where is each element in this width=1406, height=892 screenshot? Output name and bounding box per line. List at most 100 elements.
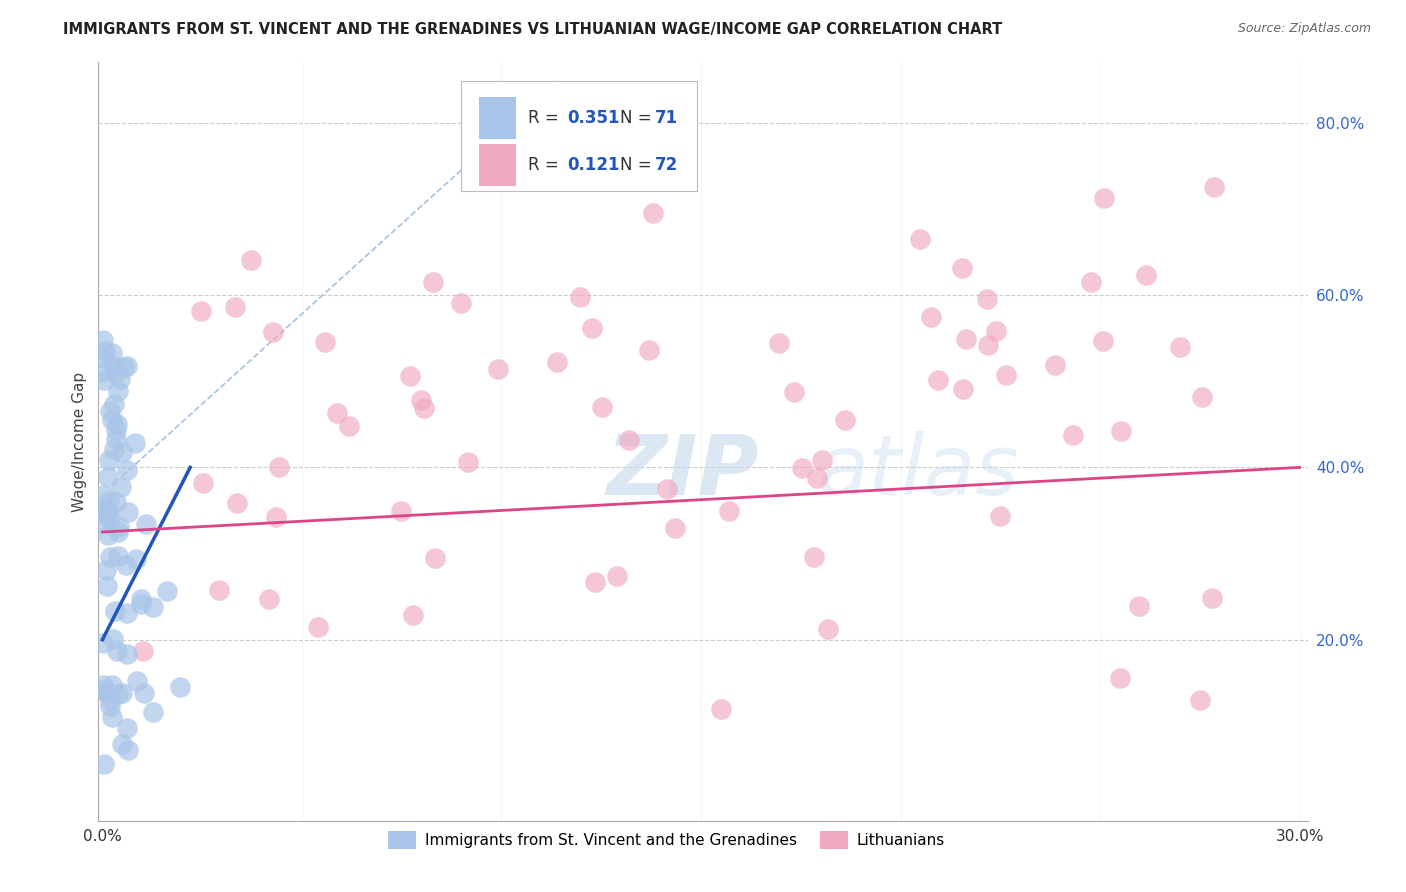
Point	[402, 607, 425, 622]
Point	[811, 452, 834, 467]
Point	[94, 563, 117, 577]
Point	[568, 290, 591, 304]
Point	[267, 460, 290, 475]
Text: 0.351: 0.351	[568, 109, 620, 127]
Point	[142, 706, 165, 720]
Point	[94, 507, 117, 521]
Point	[262, 325, 284, 339]
Point	[546, 355, 568, 369]
Point	[115, 721, 138, 735]
Point	[1191, 390, 1213, 404]
Point	[638, 343, 661, 357]
Bar	[479, 145, 516, 186]
Point	[103, 397, 125, 411]
Point	[97, 528, 120, 542]
Point	[1128, 599, 1150, 614]
Bar	[479, 97, 516, 139]
Point	[664, 521, 686, 535]
Point	[422, 275, 444, 289]
Point	[125, 552, 148, 566]
Point	[91, 682, 114, 697]
Point	[803, 549, 825, 564]
Point	[606, 569, 628, 583]
Point	[806, 471, 828, 485]
Point	[142, 599, 165, 614]
Point	[107, 524, 129, 539]
Point	[100, 413, 122, 427]
Point	[108, 520, 131, 534]
Point	[115, 648, 138, 662]
Point	[98, 550, 121, 565]
Point	[619, 433, 641, 447]
Point	[977, 338, 1000, 352]
Point	[307, 620, 329, 634]
Point	[104, 432, 127, 446]
Point	[93, 351, 115, 366]
Point	[955, 333, 977, 347]
Point	[995, 368, 1018, 382]
Point	[135, 517, 157, 532]
Point	[96, 579, 118, 593]
Point	[425, 551, 447, 566]
Point	[314, 335, 336, 350]
Point	[591, 400, 613, 414]
Legend: Immigrants from St. Vincent and the Grenadines, Lithuanians: Immigrants from St. Vincent and the Gren…	[382, 825, 950, 855]
Point	[790, 461, 813, 475]
Point	[105, 644, 128, 658]
Point	[1135, 268, 1157, 283]
Point	[1201, 591, 1223, 605]
Text: R =: R =	[527, 156, 564, 174]
Point	[125, 674, 148, 689]
Point	[91, 365, 114, 379]
Point	[834, 413, 856, 427]
Point	[129, 597, 152, 611]
Point	[93, 756, 115, 771]
Point	[450, 296, 472, 310]
Point	[1202, 179, 1225, 194]
Point	[93, 373, 115, 387]
Point	[986, 324, 1008, 338]
Point	[93, 678, 115, 692]
Point	[93, 516, 115, 530]
Point	[1109, 425, 1132, 439]
Point	[107, 687, 129, 701]
Point	[413, 401, 436, 415]
Point	[94, 344, 117, 359]
Point	[583, 575, 606, 590]
Point	[193, 475, 215, 490]
Point	[100, 404, 122, 418]
Point	[132, 644, 155, 658]
Point	[257, 592, 280, 607]
Point	[117, 742, 139, 756]
Point	[190, 304, 212, 318]
Point	[817, 622, 839, 636]
Point	[486, 362, 509, 376]
Point	[1092, 191, 1115, 205]
Point	[225, 496, 247, 510]
Point	[103, 359, 125, 374]
Point	[717, 504, 740, 518]
Point	[910, 232, 932, 246]
Point	[208, 582, 231, 597]
Point	[1080, 275, 1102, 289]
Point	[782, 385, 804, 400]
Point	[98, 692, 121, 706]
Point	[91, 636, 114, 650]
Point	[117, 462, 139, 476]
Point	[264, 509, 287, 524]
Y-axis label: Wage/Income Gap: Wage/Income Gap	[72, 371, 87, 512]
Point	[920, 310, 942, 324]
Point	[101, 632, 124, 646]
Point	[100, 346, 122, 360]
Point	[399, 369, 422, 384]
Point	[115, 359, 138, 373]
Point	[98, 512, 121, 526]
Point	[169, 681, 191, 695]
Point	[1092, 334, 1115, 349]
Point	[768, 335, 790, 350]
Point	[581, 321, 603, 335]
Point	[111, 445, 134, 459]
Point	[1170, 340, 1192, 354]
Point	[124, 435, 146, 450]
Point	[132, 686, 155, 700]
